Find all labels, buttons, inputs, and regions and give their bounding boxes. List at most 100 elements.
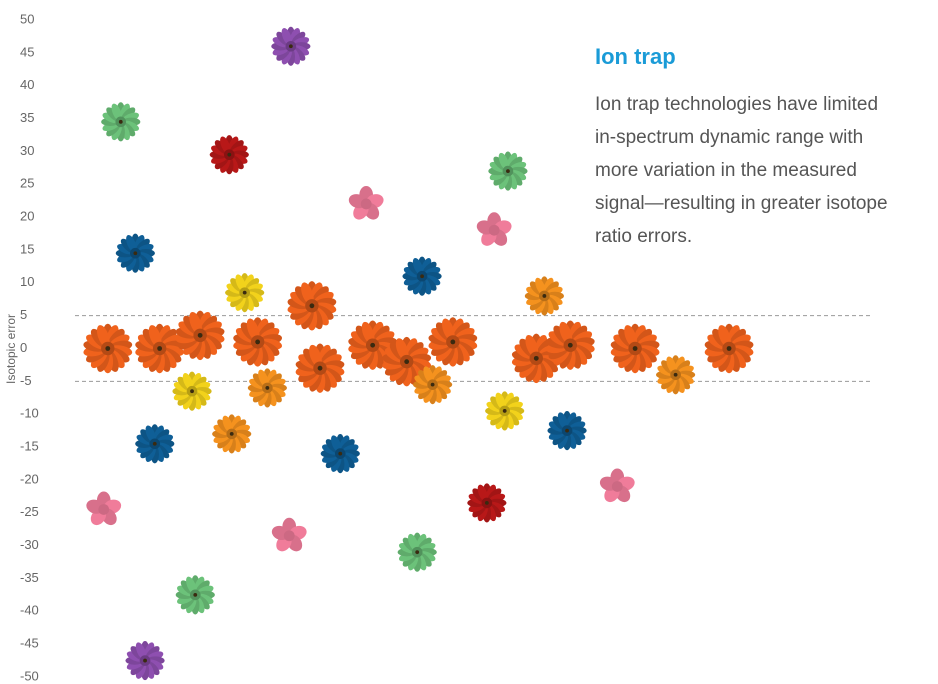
page: {"chart_data": { "type": "scatter", "y_l…	[0, 0, 938, 684]
flower-center	[450, 340, 455, 345]
flower-center	[153, 442, 157, 446]
flower-center	[289, 44, 293, 48]
flower-center	[133, 251, 137, 255]
description-line: more variation in the measured	[595, 160, 857, 181]
flower-point	[248, 368, 287, 407]
flower-point	[402, 257, 441, 296]
flower-point	[598, 468, 636, 505]
y-tick-label: -45	[20, 636, 39, 651]
flower-point	[467, 483, 506, 522]
flower-point	[135, 424, 174, 463]
flower-center	[265, 386, 269, 390]
flower-point	[125, 641, 164, 680]
y-tick-label: 25	[20, 176, 34, 191]
y-tick-label: 30	[20, 143, 34, 158]
flower-point	[398, 532, 437, 571]
y-tick-label: 0	[20, 340, 27, 355]
flower-point	[271, 27, 310, 66]
flower-center	[338, 452, 342, 456]
flower-center	[370, 343, 375, 348]
flower-point	[270, 518, 308, 555]
y-tick-label: -30	[20, 537, 39, 552]
flower-center	[727, 346, 732, 351]
description-line: Ion trap technologies have limited	[595, 94, 878, 115]
flower-point	[347, 186, 385, 223]
description-line: ratio errors.	[595, 226, 692, 247]
flower-point	[547, 411, 586, 450]
y-tick-label: 20	[20, 209, 34, 224]
flower-point	[525, 276, 564, 315]
flower-center	[198, 333, 203, 338]
y-tick-label: 15	[20, 241, 34, 256]
flower-center	[243, 291, 247, 295]
flower-center	[633, 346, 638, 351]
flower-point	[212, 414, 251, 453]
y-tick-label: 35	[20, 110, 34, 125]
flower-point	[287, 281, 338, 331]
chart: Isotopic error Ion trap 5045403530252015…	[0, 0, 938, 684]
flower-center	[143, 659, 147, 663]
flower-core	[612, 481, 623, 492]
flower-point	[428, 317, 479, 367]
flower-center	[542, 294, 546, 298]
flower-center	[503, 409, 507, 413]
y-tick-label: 45	[20, 44, 34, 59]
flower-point	[475, 212, 513, 249]
y-tick-label: 50	[20, 11, 34, 26]
y-tick-label: 5	[20, 307, 27, 322]
flower-center	[310, 303, 315, 308]
y-tick-label: -50	[20, 668, 39, 683]
flower-center	[193, 593, 197, 597]
flower-center	[485, 501, 489, 505]
flower-point	[83, 323, 134, 373]
flower-point	[321, 434, 360, 473]
y-tick-label: -35	[20, 570, 39, 585]
flower-center	[534, 356, 539, 361]
flower-center	[119, 120, 123, 124]
flower-center	[420, 274, 424, 278]
flower-point	[176, 575, 215, 614]
flower-point	[704, 323, 755, 373]
y-tick-label: -20	[20, 471, 39, 486]
flower-center	[255, 340, 260, 345]
flower-point	[656, 355, 695, 394]
flower-center	[190, 389, 194, 393]
flower-point	[101, 102, 140, 141]
flower-center	[568, 343, 573, 348]
y-tick-label: -15	[20, 438, 39, 453]
flower-point	[210, 135, 249, 174]
flower-center	[105, 346, 110, 351]
description-line: signal—resulting in greater isotope	[595, 193, 888, 214]
flower-point	[225, 273, 264, 312]
flower-point	[488, 151, 527, 190]
y-tick-label: -10	[20, 406, 39, 421]
flower-core	[284, 530, 295, 541]
flower-point	[172, 372, 211, 411]
flower-point	[116, 234, 155, 273]
y-axis-label: Isotopic error	[4, 314, 18, 384]
flower-center	[506, 169, 510, 173]
flower-center	[674, 373, 678, 377]
flower-center	[227, 153, 231, 157]
flower-center	[318, 366, 323, 371]
flower-core	[489, 225, 500, 236]
description-line: in-spectrum dynamic range with	[595, 127, 863, 148]
flower-center	[415, 550, 419, 554]
flower-center	[404, 359, 409, 364]
y-tick-label: -5	[20, 373, 32, 388]
flower-point	[413, 365, 452, 404]
flower-point	[85, 491, 123, 528]
flower-point	[295, 343, 346, 393]
flower-point	[232, 317, 283, 367]
flower-point	[485, 391, 524, 430]
panel-title: Ion trap	[595, 44, 676, 69]
y-tick-label: 10	[20, 274, 34, 289]
flower-center	[565, 429, 569, 433]
flower-core	[361, 199, 372, 210]
flower-point	[610, 323, 661, 373]
flower-center	[431, 383, 435, 387]
y-tick-label: -25	[20, 504, 39, 519]
flower-center	[157, 346, 162, 351]
flower-center	[230, 432, 234, 436]
flower-core	[98, 504, 109, 515]
